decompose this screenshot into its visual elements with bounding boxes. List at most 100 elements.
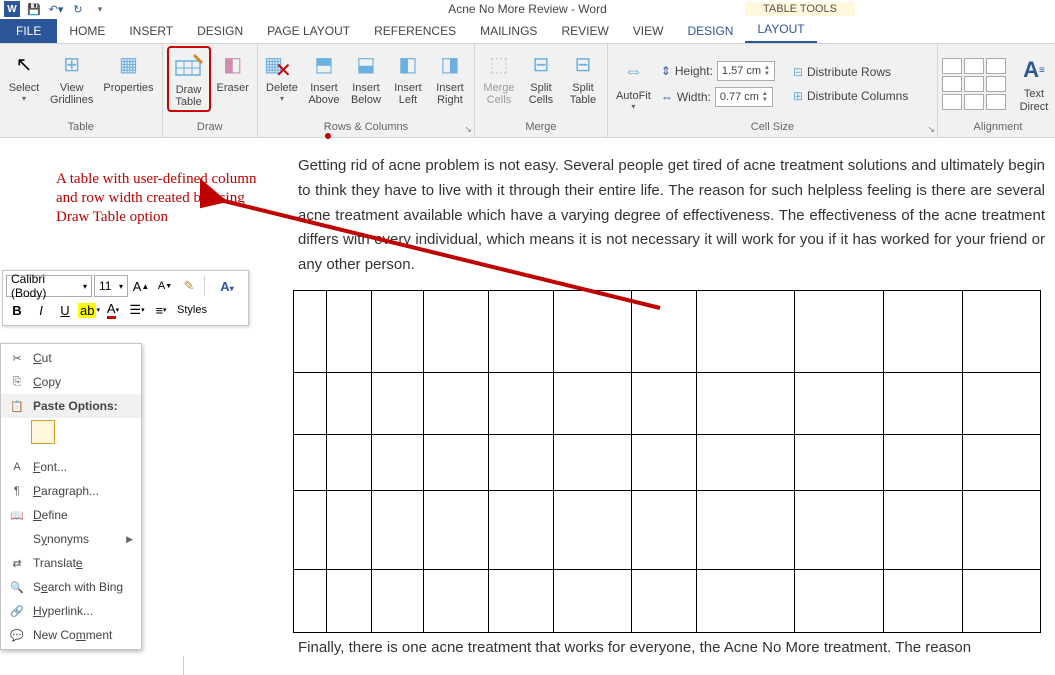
cell-size-launcher-icon[interactable]: ↘	[927, 124, 935, 135]
ctx-copy[interactable]: ⎘Copy	[1, 370, 141, 394]
ctx-translate[interactable]: ⇄Translate	[1, 551, 141, 575]
table-cell[interactable]	[697, 290, 795, 372]
table-cell[interactable]	[697, 569, 795, 632]
align-br[interactable]	[986, 94, 1006, 110]
align-mc[interactable]	[964, 76, 984, 92]
format-painter-button[interactable]: ✎	[178, 275, 200, 297]
align-ml[interactable]	[942, 76, 962, 92]
properties-button[interactable]: ▦ Properties	[99, 46, 157, 96]
table-cell[interactable]	[795, 290, 884, 372]
ctx-hyperlink[interactable]: 🔗Hyperlink...	[1, 599, 141, 623]
tab-layout-ctx[interactable]: LAYOUT	[745, 17, 816, 43]
tab-insert[interactable]: INSERT	[117, 19, 185, 43]
table-cell[interactable]	[424, 372, 489, 434]
table-cell[interactable]	[327, 290, 372, 372]
table-cell[interactable]	[697, 434, 795, 490]
table-cell[interactable]	[795, 490, 884, 569]
align-bl[interactable]	[942, 94, 962, 110]
view-gridlines-button[interactable]: ⊞ View Gridlines	[46, 46, 97, 108]
table-cell[interactable]	[632, 372, 697, 434]
ctx-search-bing[interactable]: 🔍Search with Bing	[1, 575, 141, 599]
autofit-button[interactable]: ⇔ AutoFit ▾	[612, 54, 655, 113]
ctx-define[interactable]: 📖Define	[1, 503, 141, 527]
table-cell[interactable]	[424, 290, 489, 372]
table-cell[interactable]	[554, 290, 632, 372]
table-cell[interactable]	[884, 290, 963, 372]
align-mr[interactable]	[986, 76, 1006, 92]
ctx-cut[interactable]: ✂Cut	[1, 346, 141, 370]
text-direction-button[interactable]: A≡ Text Direct	[1014, 52, 1054, 114]
distribute-rows-button[interactable]: ⊟ Distribute Rows	[789, 63, 912, 81]
table-cell[interactable]	[327, 490, 372, 569]
undo-icon[interactable]: ↶▾	[48, 1, 64, 17]
table-cell[interactable]	[372, 490, 424, 569]
table-cell[interactable]	[294, 290, 327, 372]
table-cell[interactable]	[294, 434, 327, 490]
table-cell[interactable]	[372, 372, 424, 434]
table-cell[interactable]	[294, 569, 327, 632]
italic-button[interactable]: I	[30, 299, 52, 321]
tab-home[interactable]: HOME	[57, 19, 117, 43]
tab-file[interactable]: FILE	[0, 19, 57, 43]
table-cell[interactable]	[795, 434, 884, 490]
tab-review[interactable]: REVIEW	[549, 19, 620, 43]
split-cells-button[interactable]: ⊟ Split Cells	[521, 46, 561, 108]
insert-above-button[interactable]: ⬒ Insert Above	[304, 46, 344, 108]
align-tl[interactable]	[942, 58, 962, 74]
table-cell[interactable]	[963, 490, 1041, 569]
tab-mailings[interactable]: MAILINGS	[468, 19, 549, 43]
table-cell[interactable]	[795, 569, 884, 632]
select-button[interactable]: ↖ Select ▾	[4, 46, 44, 105]
styles-button[interactable]: A▾	[209, 275, 245, 297]
rows-cols-launcher-icon[interactable]: ↘	[464, 124, 472, 135]
table-cell[interactable]	[963, 372, 1041, 434]
table-cell[interactable]	[697, 490, 795, 569]
insert-left-button[interactable]: ◧ Insert Left	[388, 46, 428, 108]
table-cell[interactable]	[294, 490, 327, 569]
table-cell[interactable]	[327, 372, 372, 434]
eraser-button[interactable]: ◧ Eraser	[213, 46, 253, 96]
redo-icon[interactable]: ↻	[70, 1, 86, 17]
ctx-new-comment[interactable]: 💬New Comment	[1, 623, 141, 647]
ctx-synonyms[interactable]: Synonyms▶	[1, 527, 141, 551]
distribute-columns-button[interactable]: ⊞ Distribute Columns	[789, 87, 912, 105]
split-table-button[interactable]: ⊟ Split Table	[563, 46, 603, 108]
table-cell[interactable]	[632, 434, 697, 490]
tab-references[interactable]: REFERENCES	[362, 19, 468, 43]
table-cell[interactable]	[489, 569, 554, 632]
table-cell[interactable]	[554, 569, 632, 632]
shrink-font-button[interactable]: A▼	[154, 275, 176, 297]
table-cell[interactable]	[424, 490, 489, 569]
document-table[interactable]	[293, 290, 1041, 633]
table-cell[interactable]	[963, 290, 1041, 372]
height-input[interactable]: 1.57 cm ▲▼	[717, 61, 775, 81]
align-bc[interactable]	[964, 94, 984, 110]
delete-button[interactable]: ▦✕ Delete ▾	[262, 46, 302, 105]
table-cell[interactable]	[963, 569, 1041, 632]
table-cell[interactable]	[327, 434, 372, 490]
table-cell[interactable]	[963, 434, 1041, 490]
table-cell[interactable]	[424, 569, 489, 632]
table-cell[interactable]	[554, 490, 632, 569]
height-spinner-icon[interactable]: ▲▼	[764, 65, 770, 77]
merge-cells-button[interactable]: ⬚ Merge Cells	[479, 46, 519, 108]
paste-keep-text-button[interactable]	[31, 420, 55, 444]
table-cell[interactable]	[489, 434, 554, 490]
align-tr[interactable]	[986, 58, 1006, 74]
tab-page-layout[interactable]: PAGE LAYOUT	[255, 19, 362, 43]
tab-design[interactable]: DESIGN	[185, 19, 255, 43]
table-cell[interactable]	[632, 290, 697, 372]
table-cell[interactable]	[632, 490, 697, 569]
table-cell[interactable]	[884, 490, 963, 569]
table-cell[interactable]	[372, 569, 424, 632]
paragraph-2[interactable]: Finally, there is one acne treatment tha…	[183, 633, 1053, 656]
save-icon[interactable]: 💾	[26, 1, 42, 17]
page[interactable]: Getting rid of acne problem is not easy.…	[183, 138, 1055, 656]
table-cell[interactable]	[294, 372, 327, 434]
table-cell[interactable]	[884, 434, 963, 490]
bold-button[interactable]: B	[6, 299, 28, 321]
table-cell[interactable]	[632, 569, 697, 632]
bullets-button[interactable]: ☰▾	[126, 299, 148, 321]
table-cell[interactable]	[884, 569, 963, 632]
width-spinner-icon[interactable]: ▲▼	[762, 91, 768, 103]
